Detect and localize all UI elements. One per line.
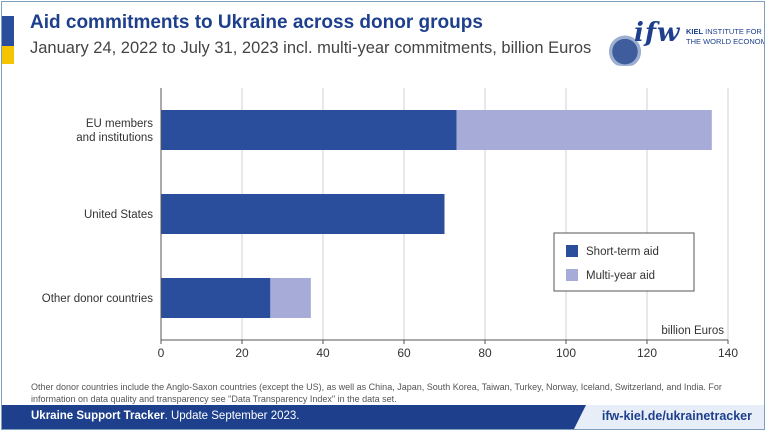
accent-bar-blue (2, 16, 14, 46)
footnote: Other donor countries include the Anglo-… (31, 382, 722, 404)
category-label: Other donor countries (42, 293, 153, 305)
globe-icon (600, 30, 650, 66)
category-label-line: EU members (86, 118, 153, 130)
chart-title: Aid commitments to Ukraine across donor … (30, 12, 483, 33)
logo-word: ifw (634, 18, 681, 48)
logo-line-1-bold: KIEL (686, 27, 704, 36)
x-tick-label: 60 (397, 346, 411, 360)
bar-short-term (161, 110, 457, 150)
bar-multi-year (456, 110, 712, 150)
bar-multi-year (270, 278, 311, 318)
legend-label: Short-term aid (586, 246, 659, 258)
footer-source: Ukraine Support Tracker. Update Septembe… (31, 410, 299, 422)
legend-swatch-multi-year (566, 269, 578, 281)
bar-short-term (161, 278, 271, 318)
logo-line-2: THE WORLD ECONOMY (686, 37, 765, 46)
chart-subtitle: January 24, 2022 to July 31, 2023 incl. … (30, 39, 592, 57)
footer-tracker-name: Ukraine Support Tracker (31, 410, 165, 422)
logo-line-1-rest: INSTITUTE FOR (703, 27, 762, 36)
x-tick-label: 100 (556, 346, 576, 360)
category-label: United States (84, 209, 153, 221)
footer-update: . Update September 2023. (164, 410, 300, 422)
x-tick-label: 140 (718, 346, 738, 360)
bar-short-term (161, 194, 445, 234)
x-tick-label: 0 (158, 346, 165, 360)
x-tick-label: 40 (316, 346, 330, 360)
footer-bar: Ukraine Support Tracker. Update Septembe… (2, 405, 764, 429)
accent-bar-yellow (2, 46, 14, 64)
logo-line-1: KIEL INSTITUTE FOR (686, 27, 762, 36)
legend-label: Multi-year aid (586, 270, 655, 282)
ifw-logo: ifw KIEL INSTITUTE FOR THE WORLD ECONOMY (600, 8, 764, 70)
category-label-line: Other donor countries (42, 293, 153, 305)
x-tick-label: 80 (478, 346, 492, 360)
legend-box (553, 232, 695, 292)
footer-link[interactable]: ifw-kiel.de/ukrainetracker (601, 409, 752, 423)
x-tick-label: 20 (235, 346, 249, 360)
legend-swatch-short-term (566, 245, 578, 257)
bar-chart: EU members and institutions United States O… (42, 88, 738, 360)
category-label: EU members and institutions (76, 118, 153, 144)
category-label-line: United States (84, 209, 153, 221)
footer-link-box[interactable]: ifw-kiel.de/ukrainetracker (574, 405, 764, 429)
category-label-line: and institutions (76, 132, 153, 144)
unit-label: billion Euros (661, 325, 724, 337)
x-tick-label: 120 (637, 346, 657, 360)
